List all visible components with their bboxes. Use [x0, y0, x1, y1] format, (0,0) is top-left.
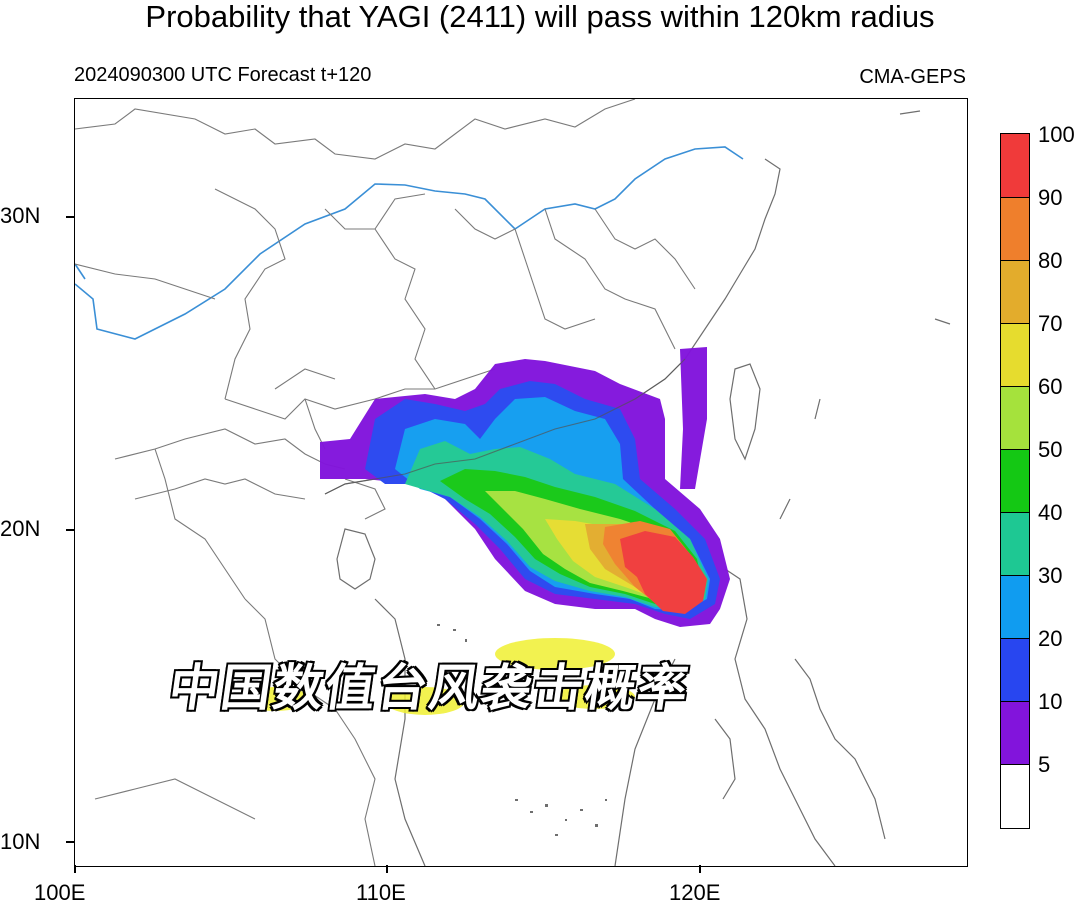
cbar-seg-50: [1001, 449, 1029, 512]
cbar-label: 40: [1038, 500, 1063, 525]
lon-label-110e: 110E: [356, 880, 406, 905]
lat-tick: [66, 216, 74, 218]
cbar-label: 50: [1038, 437, 1063, 462]
lon-tick: [74, 865, 76, 873]
cbar-seg-5: [1001, 764, 1029, 828]
probability-swath: [320, 347, 730, 627]
taiwan-island: [729, 363, 761, 461]
lat-tick: [66, 529, 74, 531]
cbar-seg-70: [1001, 323, 1029, 386]
cbar-label: 100: [1038, 122, 1075, 147]
cbar-label: 80: [1038, 248, 1063, 273]
cbar-label: 30: [1038, 563, 1063, 588]
cbar-label: 5: [1038, 752, 1051, 777]
cbar-label: 70: [1038, 311, 1063, 336]
cbar-label: 10: [1038, 689, 1063, 714]
cbar-label: 90: [1038, 185, 1063, 210]
lat-label-20n: 20N: [0, 516, 41, 541]
borders: [75, 99, 696, 866]
prob-5-taiwan: [680, 347, 707, 489]
cbar-label: 20: [1038, 626, 1063, 651]
chart-title: Probability that YAGI (2411) will pass w…: [145, 0, 935, 34]
cbar-seg-80: [1001, 260, 1029, 323]
lon-tick: [386, 865, 388, 873]
map-panel: [74, 98, 968, 867]
islands: [437, 624, 607, 836]
river-line: [75, 146, 744, 340]
lon-label-120e: 120E: [669, 880, 721, 905]
cbar-seg-90: [1001, 197, 1029, 260]
cbar-seg-40: [1001, 512, 1029, 575]
cbar-seg-30: [1001, 575, 1029, 638]
forecast-label: 2024090300 UTC Forecast t+120: [74, 64, 372, 86]
cbar-label: 60: [1038, 374, 1063, 399]
coastline-over-swath: [324, 358, 686, 495]
cbar-seg-10: [1001, 701, 1029, 764]
lat-label-30n: 30N: [0, 203, 41, 228]
lon-tick: [699, 865, 701, 873]
lat-tick: [66, 841, 74, 843]
cbar-seg-60: [1001, 386, 1029, 449]
cbar-seg-20: [1001, 638, 1029, 701]
map-svg: [75, 99, 951, 866]
cbar-seg-100: [1001, 134, 1029, 197]
overlay-glow: [240, 638, 635, 715]
prob-100: [620, 531, 707, 614]
lon-label-100e: 100E: [34, 880, 86, 905]
lat-label-10n: 10N: [0, 829, 41, 854]
hainan-island: [336, 528, 376, 590]
colorbar: [1000, 133, 1030, 829]
overlay-caption: 中国数值台风袭击概率: [164, 658, 695, 719]
river-line: [75, 263, 86, 280]
source-label: CMA-GEPS: [859, 66, 966, 88]
